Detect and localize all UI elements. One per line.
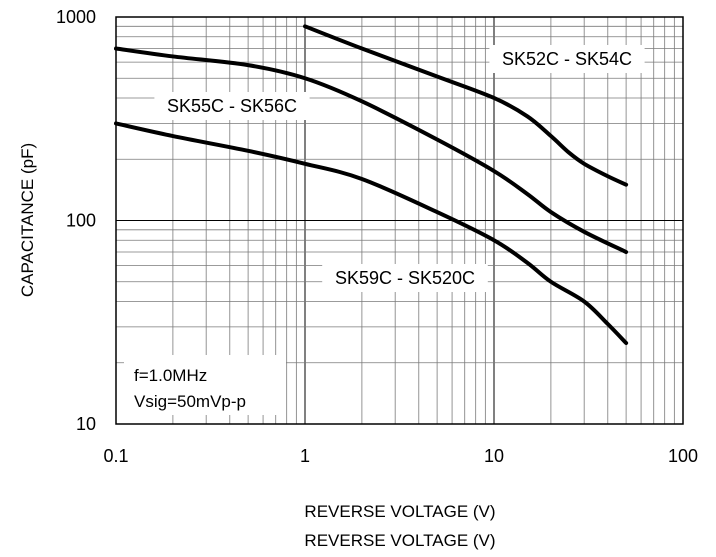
series-label-2: SK59C - SK520C: [335, 268, 475, 288]
x-tick-label: 100: [668, 446, 698, 466]
frequency-note: f=1.0MHz: [134, 366, 207, 385]
x-tick-label: 1: [300, 446, 310, 466]
series-label-1: SK55C - SK56C: [167, 96, 297, 116]
x-tick-label: 10: [484, 446, 504, 466]
series-labels: SK52C - SK54C SK55C - SK56C SK59C - SK520C: [154, 45, 645, 292]
series-label-box: [489, 45, 645, 73]
y-tick-label: 1000: [56, 7, 96, 27]
tick-labels: 0.1 1 10 100 10 100 1000: [56, 7, 698, 466]
note-box: [124, 355, 286, 415]
vsig-note: Vsig=50mVp-p: [134, 392, 246, 411]
series-label-box: [154, 92, 310, 120]
series-line-1: [114, 46, 629, 255]
series-label-box: [322, 264, 488, 292]
plot-frame: [115, 16, 684, 425]
series-label-0: SK52C - SK54C: [502, 49, 632, 69]
x-axis-label: REVERSE VOLTAGE (V): [304, 502, 495, 521]
grid: [115, 17, 683, 425]
x-tick-label: 0.1: [103, 446, 128, 466]
y-tick-label: 10: [76, 414, 96, 434]
x-axis-label-repeat: REVERSE VOLTAGE (V): [304, 531, 495, 550]
y-tick-label: 100: [66, 211, 96, 231]
series-line-2: [114, 121, 629, 346]
y-axis-label: CAPACITANCE (pF): [18, 143, 37, 297]
series-lines: [114, 24, 629, 346]
series-line-0: [303, 24, 629, 187]
